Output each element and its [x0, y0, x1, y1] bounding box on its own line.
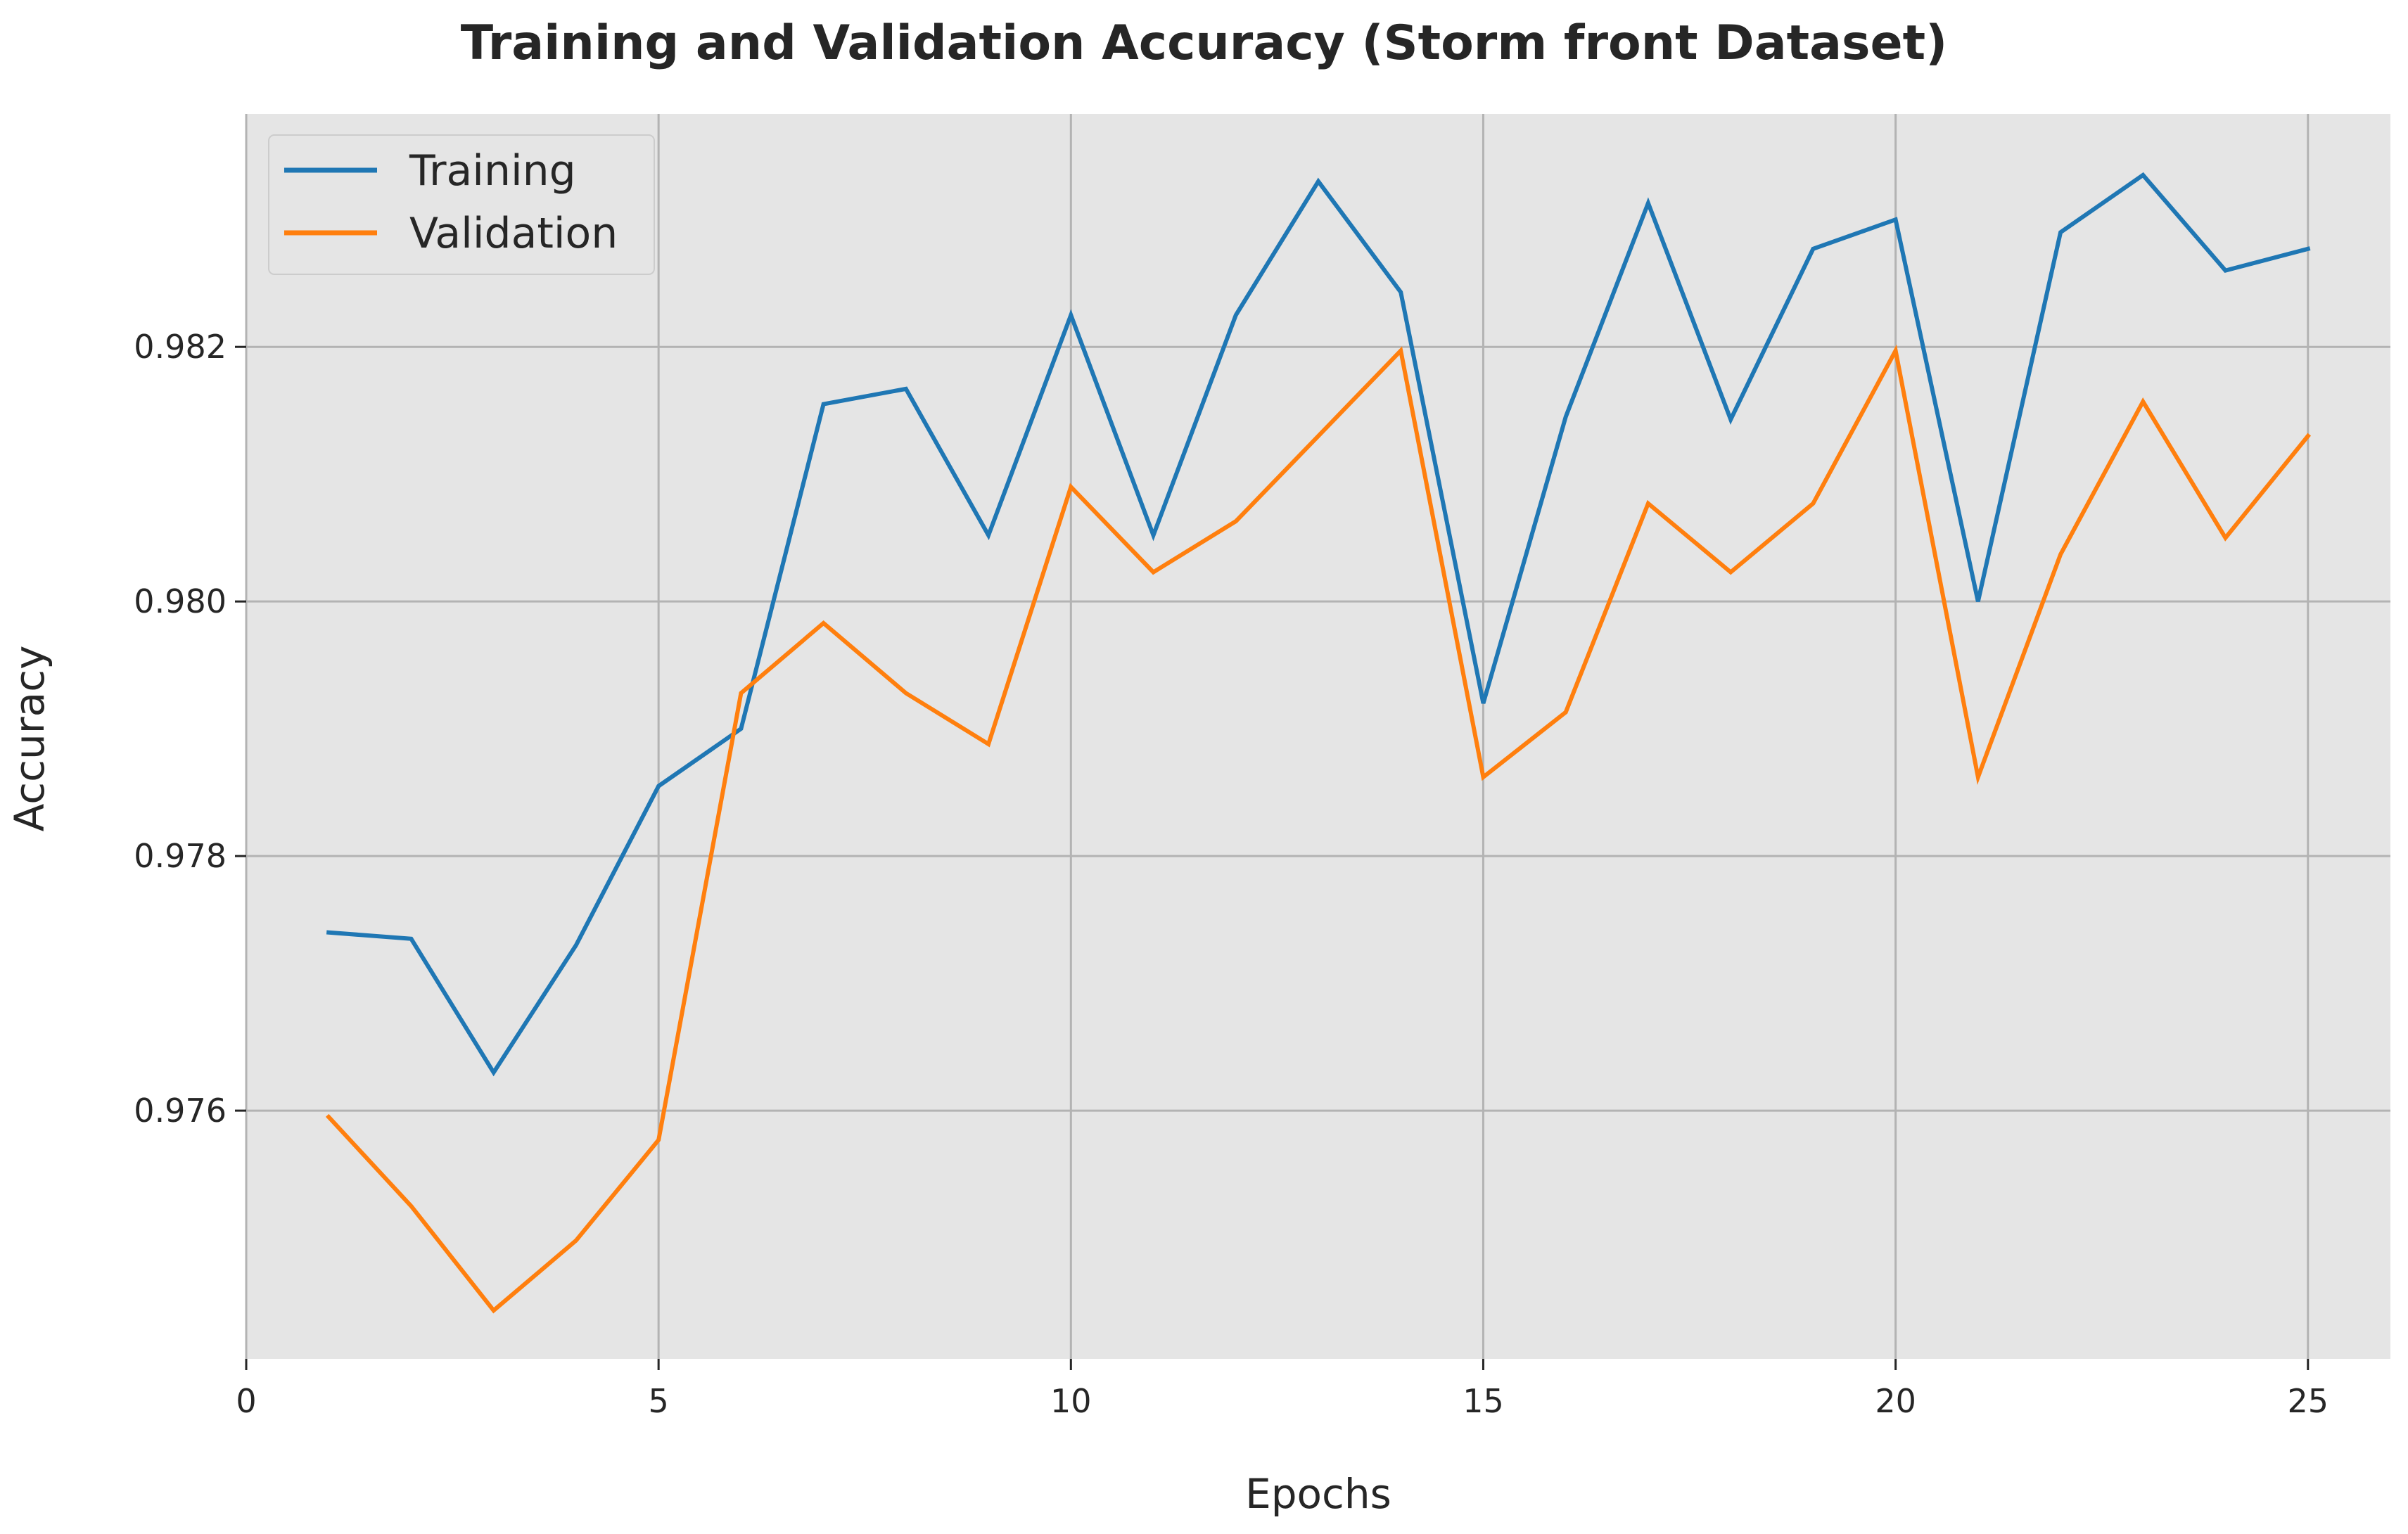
- series-line-validation: [325, 344, 2312, 1314]
- x-tick-label: 0: [236, 1382, 256, 1420]
- x-tick-label: 5: [649, 1382, 669, 1420]
- y-tick-label: 0.978: [134, 837, 227, 875]
- x-tick-label: 10: [1050, 1382, 1092, 1420]
- y-tick-label: 0.980: [134, 582, 227, 620]
- x-axis-label: Epochs: [1245, 1470, 1391, 1518]
- plot-area: [246, 114, 2390, 1359]
- x-tick-label: 15: [1463, 1382, 1504, 1420]
- x-tick-label: 25: [2287, 1382, 2329, 1420]
- y-tick-label: 0.982: [134, 328, 227, 366]
- legend-label-validation: Validation: [409, 209, 618, 258]
- legend-label-training: Training: [409, 146, 576, 196]
- x-tick-label: 20: [1875, 1382, 1916, 1420]
- chart-title: Training and Validation Accuracy (Storm …: [460, 15, 1948, 71]
- series-line-training: [326, 172, 2311, 1077]
- legend: Training Validation: [268, 134, 655, 275]
- y-tick-label: 0.976: [134, 1092, 227, 1130]
- y-axis-label: Accuracy: [6, 646, 53, 832]
